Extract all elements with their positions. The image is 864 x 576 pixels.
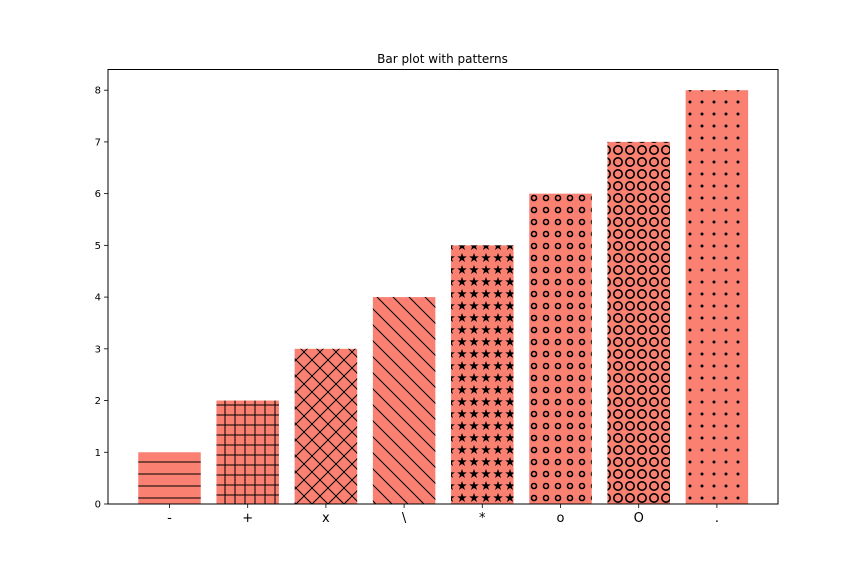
bar-hatch-pattern <box>529 193 592 504</box>
bar-dash <box>138 452 201 504</box>
x-tick-label: x <box>322 511 330 526</box>
x-tick-label: \ <box>402 511 407 526</box>
bar-backslash <box>372 297 436 504</box>
bar-hatch-pattern <box>607 141 670 504</box>
bar-small-circle <box>529 193 592 504</box>
bar-x <box>294 348 358 504</box>
y-tick-label: 0 <box>95 500 101 511</box>
y-tick-label: 7 <box>95 137 101 148</box>
y-tick-label: 6 <box>95 189 101 200</box>
bar-hatch-pattern <box>451 245 514 504</box>
bar-hatch-pattern <box>294 348 358 504</box>
bar-hatch-pattern <box>372 297 436 504</box>
bar-large-circle <box>607 141 670 504</box>
bar-hatch-pattern <box>138 452 201 504</box>
y-axis: 0 1 2 3 4 5 6 7 8 <box>95 86 108 511</box>
x-tick-label: . <box>715 511 719 526</box>
y-tick-label: 5 <box>95 241 101 252</box>
bars-group <box>138 90 749 504</box>
x-tick-label: * <box>479 511 486 526</box>
plot-frame <box>107 69 779 505</box>
bar-hatch-pattern <box>216 400 279 504</box>
y-tick-label: 1 <box>95 448 101 459</box>
x-axis: - + x \ * o O. <box>167 504 719 526</box>
x-tick-label: O <box>634 511 644 526</box>
x-tick-label: - <box>167 511 172 526</box>
bar-plus <box>216 400 279 504</box>
y-tick-label: 8 <box>95 86 101 97</box>
y-tick-label: 3 <box>95 344 101 355</box>
y-tick-label: 4 <box>95 293 101 304</box>
bar-dot <box>685 90 749 504</box>
y-tick-label: 2 <box>95 396 101 407</box>
x-tick-label: o <box>557 511 565 526</box>
bar-star <box>451 245 514 504</box>
chart-title: Bar plot with patterns <box>377 52 508 66</box>
bar-hatch-pattern <box>685 90 749 504</box>
x-tick-label: + <box>242 511 253 526</box>
